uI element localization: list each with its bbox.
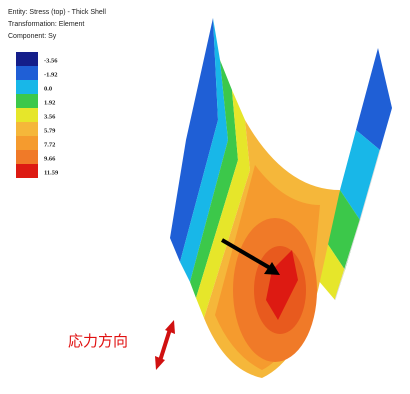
- legend-swatch: [16, 66, 38, 80]
- direction-arrow: [155, 320, 175, 370]
- legend-label: 3.56: [44, 113, 56, 120]
- header-component: Component: Sy: [8, 33, 57, 40]
- legend-swatch: [16, 150, 38, 164]
- legend-label: 0.0: [44, 85, 52, 92]
- legend-label: 9.66: [44, 155, 56, 162]
- legend-swatch: [16, 80, 38, 94]
- legend-swatch: [16, 122, 38, 136]
- legend-swatch: [16, 108, 38, 122]
- legend: -3.56 -1.92 0.0 1.92 3.56 5.79 7.72 9.66 11.59: [16, 52, 59, 178]
- legend-label: 1.92: [44, 99, 55, 106]
- header-entity: Entity: Stress (top) - Thick Shell: [8, 9, 106, 16]
- legend-label: 5.79: [44, 127, 56, 134]
- legend-swatch: [16, 94, 38, 108]
- legend-label: 7.72: [44, 141, 55, 148]
- legend-swatch: [16, 52, 38, 66]
- legend-label: -1.92: [44, 71, 58, 78]
- screenshot: 応力方向 Entity: Stress (top) - Thick Shell …: [0, 0, 410, 394]
- legend-label: -3.56: [44, 57, 58, 64]
- model: [170, 18, 392, 378]
- legend-swatch: [16, 136, 38, 150]
- header-transformation: Transformation: Element: [8, 21, 84, 28]
- legend-label: 11.59: [44, 169, 59, 176]
- annotation: 応力方向: [68, 332, 128, 350]
- legend-swatch: [16, 164, 38, 178]
